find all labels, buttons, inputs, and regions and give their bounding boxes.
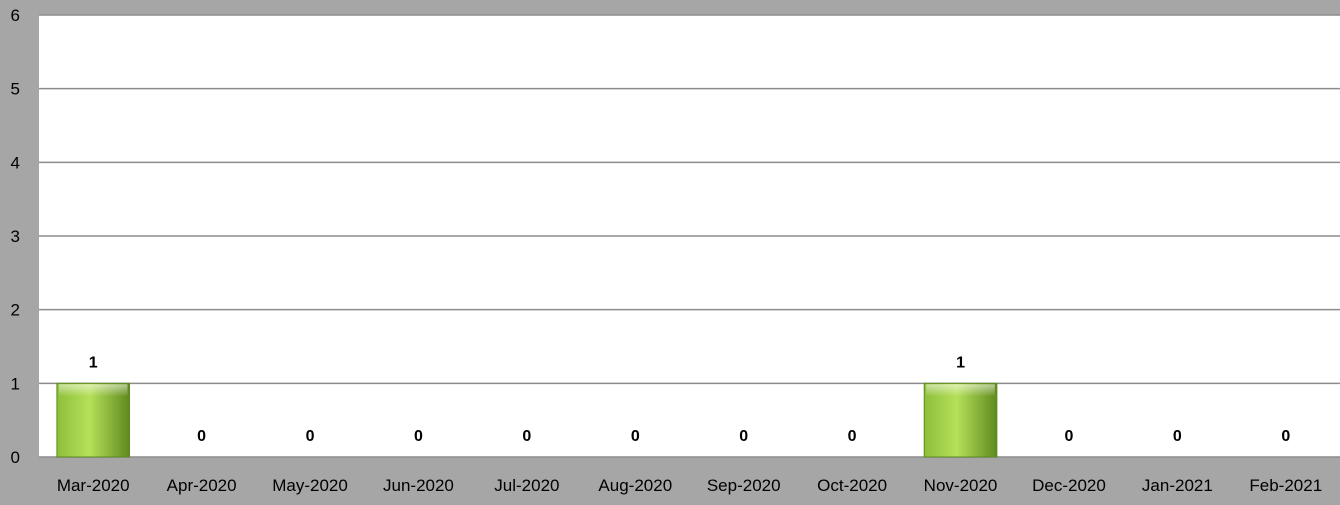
- data-label: 1: [956, 354, 965, 371]
- x-tick-label: Sep-2020: [707, 476, 781, 495]
- x-tick-label: Nov-2020: [924, 476, 998, 495]
- y-tick-label: 2: [11, 301, 20, 320]
- gridlines: [39, 14, 1340, 458]
- y-tick-label: 4: [11, 153, 20, 172]
- y-tick-label: 6: [11, 6, 20, 25]
- bar: [923, 382, 998, 458]
- y-tick-label: 5: [11, 80, 20, 99]
- x-axis: Mar-2020 Apr-2020 May-2020 Jun-2020 Jul-2020…: [57, 476, 1322, 495]
- x-tick-label: Jul-2020: [494, 476, 559, 495]
- x-tick-label: Dec-2020: [1032, 476, 1106, 495]
- bars: [56, 382, 998, 458]
- data-label: 0: [739, 428, 748, 445]
- bar: [56, 382, 131, 458]
- x-tick-label: Jun-2020: [383, 476, 454, 495]
- data-label: 1: [89, 354, 98, 371]
- x-tick-label: Jan-2021: [1142, 476, 1213, 495]
- data-label: 0: [1065, 428, 1074, 445]
- x-tick-label: Feb-2021: [1249, 476, 1322, 495]
- data-label: 0: [631, 428, 640, 445]
- data-label: 0: [306, 428, 315, 445]
- data-labels: 1 0 0 0 0 0 0 0 1 0 0 0: [89, 354, 1291, 445]
- y-tick-label: 1: [11, 374, 20, 393]
- bar-highlight: [58, 384, 128, 397]
- data-label: 0: [1281, 428, 1290, 445]
- data-label: 0: [848, 428, 857, 445]
- y-tick-label: 0: [11, 448, 20, 467]
- x-tick-label: Apr-2020: [167, 476, 237, 495]
- y-axis: 0 1 2 3 4 5 6: [11, 6, 20, 467]
- x-tick-label: Aug-2020: [598, 476, 672, 495]
- x-tick-label: Oct-2020: [817, 476, 887, 495]
- x-tick-label: May-2020: [272, 476, 348, 495]
- data-label: 0: [197, 428, 206, 445]
- data-label: 0: [522, 428, 531, 445]
- data-label: 0: [1173, 428, 1182, 445]
- bar-highlight: [926, 384, 995, 397]
- x-tick-label: Mar-2020: [57, 476, 130, 495]
- data-label: 0: [414, 428, 423, 445]
- y-tick-label: 3: [11, 227, 20, 246]
